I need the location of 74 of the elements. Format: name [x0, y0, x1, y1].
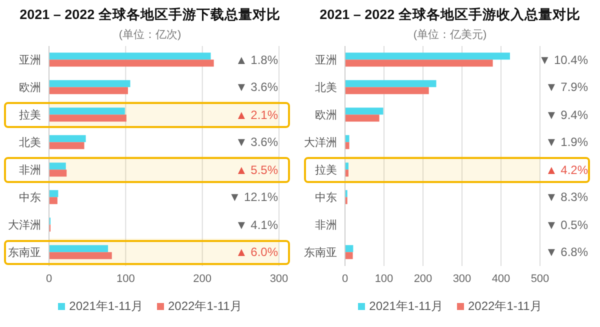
bar [49, 52, 211, 60]
annotation: ▲ 6.0% [235, 244, 278, 260]
bar [345, 80, 436, 88]
bar [345, 52, 510, 60]
x-tick-label: 200 [414, 272, 432, 285]
bar [49, 108, 125, 115]
chart-subtitle: (单位：亿美元) [412, 28, 488, 42]
x-tick-label: 300 [452, 272, 472, 285]
x-tick-label: 0 [342, 272, 348, 285]
chart-subtitle: (单位：亿次) [118, 28, 182, 42]
bar [345, 60, 493, 67]
x-tick-label: 500 [530, 272, 550, 285]
y-tick-label: 东南亚 [8, 246, 41, 260]
text: ▼ 0.5% [545, 216, 588, 233]
y-tick-label: 北美 [315, 81, 337, 94]
y-tick-label: 非洲 [19, 164, 41, 177]
y-tick-label: 大洋洲 [8, 218, 41, 232]
bar [49, 197, 58, 204]
legend-label: 2022年1-11月 [167, 298, 242, 315]
annotation: ▼ 12.1% [228, 189, 278, 206]
y-tick-label: 欧洲 [315, 108, 337, 122]
y-tick-label: 拉美 [315, 164, 337, 177]
y-tick-label: 东南亚 [304, 246, 337, 260]
bar [49, 252, 112, 260]
x-tick-label: 400 [492, 272, 510, 285]
bar [345, 114, 380, 122]
text: ▼ 6.8% [545, 244, 588, 260]
x-tick-label: 300 [270, 272, 288, 285]
annotation: ▼ 10.4% [538, 52, 588, 68]
text: ▼ 7.9% [545, 79, 588, 96]
bar [49, 114, 126, 122]
y-tick-label: 亚洲 [19, 54, 41, 67]
x-tick-label: 0 [46, 272, 52, 285]
y-tick-label: 亚洲 [315, 54, 337, 67]
bar [49, 135, 86, 142]
text: ▼ 8.3% [545, 189, 588, 206]
bar [49, 87, 128, 94]
chart-title: 2021 – 2022 全球各地区手游收入总量对比 [318, 6, 582, 24]
legend-label: 2021年1-11月 [368, 298, 443, 315]
text: ▲ 4.2% [545, 162, 588, 178]
bar [49, 80, 130, 88]
annotation: ▲ 1.8% [235, 52, 278, 68]
bar [49, 142, 84, 150]
bar [49, 245, 108, 252]
bar [345, 142, 350, 150]
y-tick-label: 欧洲 [19, 81, 41, 94]
bar [345, 135, 350, 142]
bar [49, 190, 58, 198]
bar [49, 162, 66, 170]
y-tick-label: 大洋洲 [304, 136, 337, 150]
annotation: ▲ 2.1% [235, 106, 278, 123]
annotation: ▼ 3.6% [235, 79, 278, 96]
annotation: ▼ 4.1% [235, 216, 278, 233]
bar [345, 108, 384, 115]
bar [345, 245, 354, 252]
bar [345, 87, 429, 94]
bar [49, 170, 67, 177]
y-tick-label: 拉美 [19, 108, 41, 122]
bar [345, 252, 353, 260]
y-tick-label: 非洲 [315, 218, 337, 232]
x-tick-label: 100 [116, 272, 135, 285]
text: ▼ 1.9% [545, 134, 588, 150]
annotation: ▲ 5.5% [235, 162, 278, 178]
y-tick-label: 中东 [19, 191, 41, 204]
x-tick-label: 200 [193, 272, 212, 285]
legend-label: 2021年1-11月 [68, 298, 143, 315]
y-tick-label: 中东 [315, 191, 337, 204]
x-tick-label: 100 [374, 272, 394, 285]
y-tick-label: 北美 [19, 136, 41, 150]
annotation: ▼ 3.6% [235, 134, 278, 150]
chart-title: 2021 – 2022 全球各地区手游下载总量对比 [18, 6, 282, 24]
text: ▼ 9.4% [545, 106, 588, 123]
legend-label: 2022年1-11月 [467, 298, 542, 315]
bar [49, 60, 214, 67]
